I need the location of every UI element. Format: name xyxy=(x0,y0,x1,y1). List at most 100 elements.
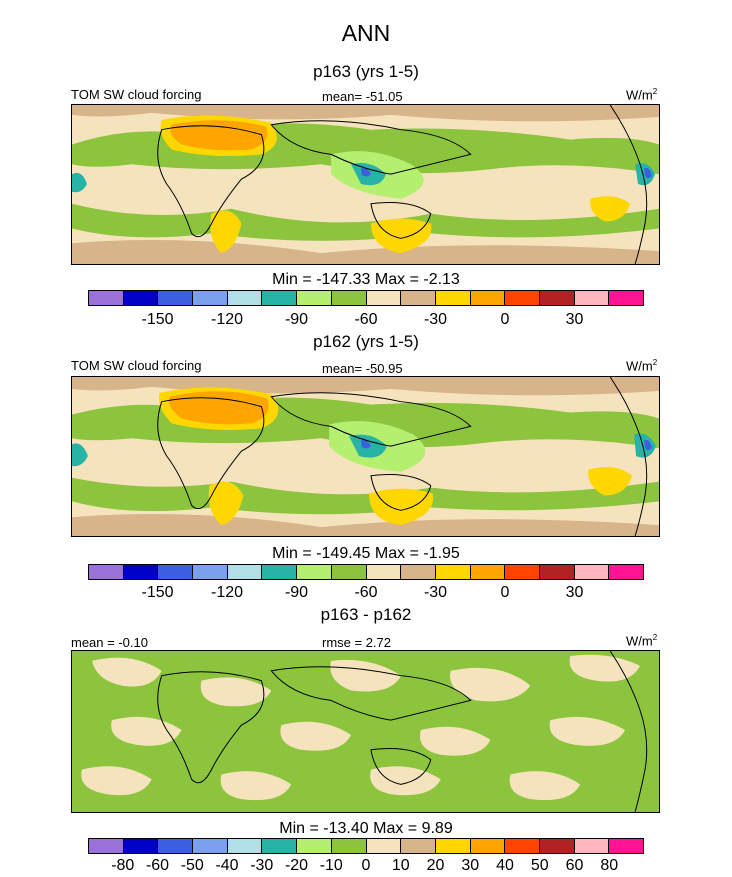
colorbar-swatch xyxy=(539,291,575,305)
colorbar-tick-label: 80 xyxy=(600,857,619,874)
colorbar-tick-label: -60 xyxy=(145,857,170,874)
colorbar-tick-label: -50 xyxy=(180,857,204,874)
colorbar-swatch xyxy=(609,839,643,853)
colorbar-tick-label: -60 xyxy=(354,311,378,328)
colorbar-tick-label: 60 xyxy=(565,857,584,874)
colorbar-swatch xyxy=(297,291,332,305)
colorbar-swatch xyxy=(158,291,194,305)
colorbar-swatch xyxy=(609,565,643,579)
panel-2-unit-label: W/m2 xyxy=(626,358,658,374)
colorbar-swatch xyxy=(401,291,436,305)
colorbar-swatch xyxy=(89,565,124,579)
colorbar-tick-label: -60 xyxy=(354,584,378,601)
colorbar-tick-label: -90 xyxy=(284,311,309,328)
colorbar-swatch xyxy=(505,291,540,305)
colorbar-tick-label: 0 xyxy=(361,857,371,874)
panel-2-mean-label: mean= -50.95 xyxy=(322,361,403,376)
colorbar-swatch xyxy=(227,839,263,853)
panel-3-map xyxy=(71,650,660,813)
panel-2-colorbar-ticks: -150 -120 -90 -60 -30 0 30 xyxy=(88,584,644,602)
panel-3-minmax: Min = -13.40 Max = 9.89 xyxy=(279,820,453,837)
colorbar-tick-label: -30 xyxy=(423,311,448,328)
colorbar-swatch xyxy=(262,839,298,853)
panel-1-subtitle: p163 (yrs 1-5) xyxy=(313,62,419,81)
colorbar-tick-label: -120 xyxy=(210,584,244,601)
colorbar-tick-label: -80 xyxy=(111,857,135,874)
colorbar-tick-label: -90 xyxy=(284,584,309,601)
colorbar-tick-label: 50 xyxy=(530,857,549,874)
colorbar-tick-label: 0 xyxy=(500,584,510,601)
panel-1-colorbar-ticks: -150 -120 -90 -60 -30 0 30 xyxy=(88,311,644,329)
colorbar-swatch xyxy=(366,291,402,305)
colorbar-tick-label: 0 xyxy=(500,311,510,328)
panel-1-variable-label: TOM SW cloud forcing xyxy=(71,87,202,102)
colorbar-swatch xyxy=(331,565,367,579)
colorbar-swatch xyxy=(262,291,298,305)
colorbar-tick-label: -30 xyxy=(250,857,274,874)
colorbar-swatch xyxy=(158,839,194,853)
colorbar-swatch xyxy=(574,839,610,853)
colorbar-swatch xyxy=(227,565,263,579)
colorbar-swatch xyxy=(123,839,159,853)
colorbar-swatch xyxy=(539,839,575,853)
colorbar-swatch xyxy=(470,291,506,305)
panel-2-subtitle: p162 (yrs 1-5) xyxy=(313,332,419,351)
colorbar-swatch xyxy=(297,565,332,579)
panel-3-subtitle: p163 - p162 xyxy=(320,605,412,624)
colorbar-swatch xyxy=(123,291,159,305)
colorbar-swatch xyxy=(366,839,402,853)
colorbar-swatch xyxy=(193,291,228,305)
colorbar-swatch xyxy=(89,839,124,853)
colorbar-swatch xyxy=(123,565,159,579)
colorbar-swatch xyxy=(331,291,367,305)
colorbar-swatch xyxy=(574,291,610,305)
colorbar-tick-label: -30 xyxy=(423,584,448,601)
figure-title: ANN xyxy=(341,20,391,46)
panel-1-minmax: Min = -147.33 Max = -2.13 xyxy=(272,271,460,288)
panel-3-rmse-label: rmse = 2.72 xyxy=(322,635,392,650)
panel-2-colorbar xyxy=(88,564,644,580)
colorbar-swatch xyxy=(435,565,471,579)
panel-1-unit-label: W/m2 xyxy=(626,87,658,103)
colorbar-swatch xyxy=(158,565,194,579)
panel-2-map xyxy=(71,376,660,537)
colorbar-swatch xyxy=(193,839,228,853)
colorbar-tick-label: -150 xyxy=(141,584,174,601)
colorbar-swatch xyxy=(539,565,575,579)
colorbar-tick-label: -20 xyxy=(284,857,309,874)
colorbar-swatch xyxy=(297,839,332,853)
colorbar-swatch xyxy=(609,291,643,305)
panel-3-colorbar xyxy=(88,838,644,854)
colorbar-tick-label: 40 xyxy=(496,857,514,874)
colorbar-swatch xyxy=(435,291,471,305)
colorbar-tick-label: -150 xyxy=(141,311,174,328)
panel-1-mean-label: mean= -51.05 xyxy=(322,89,403,104)
colorbar-tick-label: -40 xyxy=(215,857,239,874)
panel-2-contour-field xyxy=(72,377,659,536)
colorbar-swatch xyxy=(470,839,506,853)
colorbar-swatch xyxy=(366,565,402,579)
colorbar-swatch xyxy=(331,839,367,853)
colorbar-swatch xyxy=(505,839,540,853)
panel-1-contour-field xyxy=(72,105,659,264)
colorbar-swatch xyxy=(470,565,506,579)
panel-1-map xyxy=(71,104,660,265)
colorbar-tick-label: 30 xyxy=(565,311,584,328)
colorbar-swatch xyxy=(89,291,124,305)
colorbar-swatch xyxy=(227,291,263,305)
colorbar-tick-label: -10 xyxy=(319,857,343,874)
panel-3-mean-label: mean = -0.10 xyxy=(71,635,148,650)
colorbar-swatch xyxy=(505,565,540,579)
panel-3-contour-field xyxy=(72,651,659,812)
colorbar-swatch xyxy=(401,839,436,853)
colorbar-swatch xyxy=(435,839,471,853)
colorbar-swatch xyxy=(574,565,610,579)
panel-2-variable-label: TOM SW cloud forcing xyxy=(71,358,202,373)
colorbar-swatch xyxy=(262,565,298,579)
panel-3-colorbar-ticks: -80 -60 -50 -40 -30 -20 -10 0 10 20 30 40 50 60 80 xyxy=(88,857,644,875)
colorbar-tick-label: 30 xyxy=(565,584,584,601)
panel-1-colorbar xyxy=(88,290,644,306)
panel-2-minmax: Min = -149.45 Max = -1.95 xyxy=(272,545,460,562)
colorbar-swatch xyxy=(193,565,228,579)
colorbar-tick-label: 10 xyxy=(391,857,410,874)
